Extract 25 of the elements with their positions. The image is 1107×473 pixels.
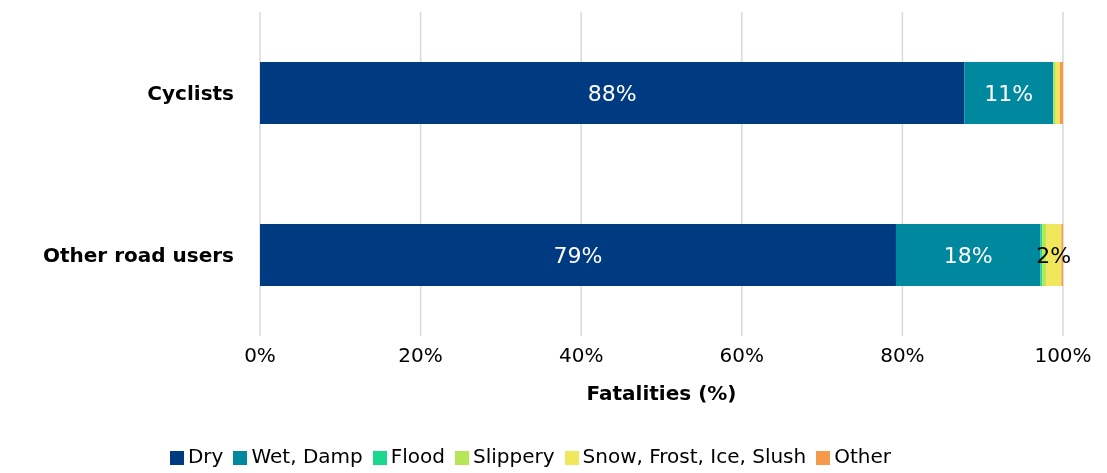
x-tick-label: 60% <box>719 343 765 368</box>
bar <box>1055 62 1060 124</box>
bar <box>1053 62 1056 124</box>
data-label: 79% <box>553 242 603 268</box>
data-label: 11% <box>984 80 1034 106</box>
bar <box>1059 62 1063 124</box>
x-tick-label: 40% <box>558 343 604 368</box>
legend-label: Snow, Frost, Ice, Slush <box>582 444 807 468</box>
bar <box>260 62 965 124</box>
data-label: 88% <box>587 80 637 106</box>
x-tick-label: 0% <box>244 343 276 368</box>
legend-label: Flood <box>390 444 445 468</box>
x-tick-label: 80% <box>880 343 925 368</box>
legend-label: Other <box>834 444 892 468</box>
x-tick-label: 20% <box>398 343 443 368</box>
legend-label: Dry <box>187 444 224 468</box>
bar <box>964 62 1054 124</box>
x-tick-label: 100% <box>1034 343 1092 368</box>
legend-label: Wet, Damp <box>251 444 363 468</box>
data-label: 18% <box>943 242 993 268</box>
legend-label: Slippery <box>472 444 555 468</box>
y-tick-label: Cyclists <box>147 81 234 106</box>
x-axis-title: Fatalities (%) <box>586 381 737 405</box>
bar <box>260 224 896 286</box>
y-tick-label: Other road users <box>42 243 234 268</box>
